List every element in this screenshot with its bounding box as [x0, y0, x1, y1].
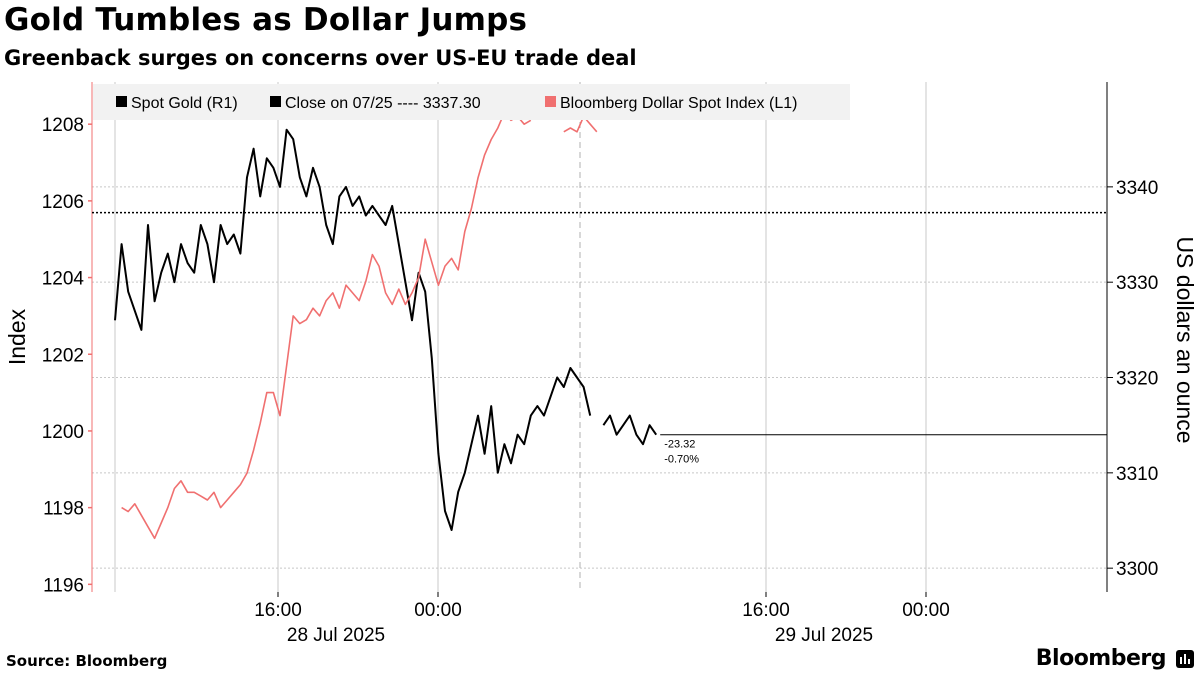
- x-axis-date-label: 29 Jul 2025: [775, 625, 873, 646]
- left-axis-tick-label: 1200: [42, 422, 84, 443]
- dollar-index-line: [563, 115, 598, 133]
- x-axis-date-label: 28 Jul 2025: [287, 625, 385, 646]
- chart-subtitle: Greenback surges on concerns over US-EU …: [4, 46, 637, 70]
- brand-logo: Bloomberg: [1035, 646, 1167, 671]
- legend-swatch: [116, 96, 127, 107]
- legend-label: Spot Gold (R1): [131, 95, 238, 112]
- left-axis-tick-label: 1208: [42, 115, 84, 136]
- bloomberg-chart-icon: [1176, 650, 1194, 668]
- right-axis-tick-label: 3320: [1116, 369, 1158, 390]
- chart-title: Gold Tumbles as Dollar Jumps: [4, 2, 528, 38]
- change-pct-annotation: -0.70%: [664, 454, 699, 466]
- x-axis-tick-label: 00:00: [414, 600, 462, 621]
- left-axis-tick-label: 1198: [43, 499, 84, 520]
- dollar-index-line: [121, 111, 532, 540]
- x-axis-tick-label: 00:00: [902, 600, 950, 621]
- right-axis-title: US dollars an ounce: [1172, 236, 1198, 443]
- right-axis-tick-label: 3340: [1116, 178, 1158, 199]
- legend-box: [93, 84, 850, 120]
- left-axis-tick-label: 1206: [42, 192, 84, 213]
- source-note: Source: Bloomberg: [6, 652, 168, 670]
- right-axis-tick-label: 3300: [1116, 559, 1158, 580]
- change-annotation: -23.32: [664, 439, 695, 451]
- legend-label: Bloomberg Dollar Spot Index (L1): [560, 95, 797, 112]
- spot-gold-line: [114, 128, 592, 531]
- x-axis-tick-label: 16:00: [254, 600, 302, 621]
- x-axis-tick-label: 16:00: [742, 600, 790, 621]
- left-axis-tick-label: 1204: [42, 269, 85, 290]
- left-axis-tick-label: 1196: [43, 575, 84, 596]
- spot-gold-line: [602, 414, 658, 446]
- right-axis-tick-label: 3310: [1116, 464, 1158, 485]
- left-axis-title: Index: [4, 308, 30, 365]
- legend-swatch: [545, 96, 556, 107]
- legend-label: Close on 07/25 ---- 3337.30: [285, 95, 481, 112]
- right-axis-tick-label: 3330: [1116, 273, 1158, 294]
- legend-swatch: [270, 96, 281, 107]
- left-axis-tick-label: 1202: [42, 345, 84, 366]
